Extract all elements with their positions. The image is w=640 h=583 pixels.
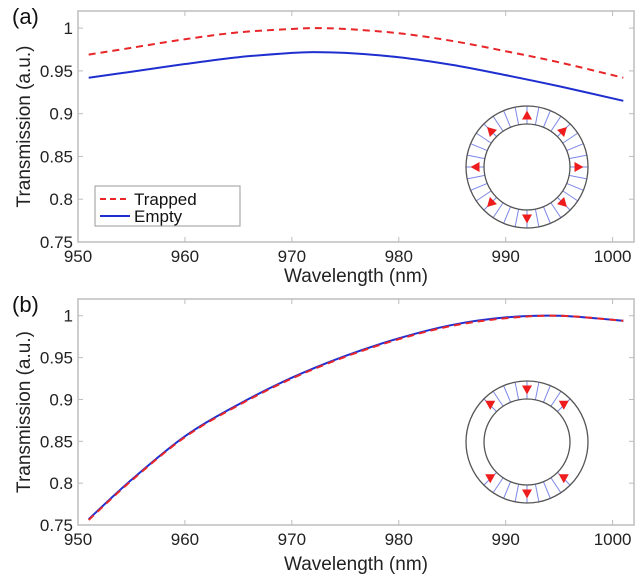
- ring-spoke: [492, 391, 504, 407]
- legend-label-trapped: Trapped: [134, 190, 197, 209]
- ring-spoke: [470, 182, 488, 191]
- series-line-trapped: [88, 314, 624, 521]
- ring-spoke: [550, 116, 562, 132]
- x-tick-label: 1000: [594, 247, 632, 266]
- ring-spoke: [566, 143, 584, 152]
- ring-inner: [483, 123, 571, 211]
- ring-spoke: [569, 154, 587, 160]
- ring-inner: [483, 398, 571, 486]
- ring-spoke: [467, 174, 485, 180]
- y-tick-label: 0.85: [40, 432, 73, 451]
- x-tick-label: 970: [278, 530, 306, 549]
- y-tick-label: 1: [64, 19, 73, 38]
- y-tick-label: 0.85: [40, 147, 73, 166]
- ring-spoke: [550, 202, 562, 218]
- x-tick-label: 960: [171, 247, 199, 266]
- ring-spoke: [542, 385, 551, 403]
- ring-arrow: [557, 127, 567, 137]
- x-axis-label: Wavelength (nm): [284, 266, 428, 287]
- x-tick-label: 950: [64, 247, 92, 266]
- ring-spoke: [534, 209, 540, 227]
- ring-spoke: [492, 477, 504, 493]
- y-tick-label: 0.8: [49, 474, 73, 493]
- ring-spoke: [514, 209, 520, 227]
- series-line-trapped: [88, 27, 624, 79]
- x-tick-label: 1000: [594, 530, 632, 549]
- y-tick-label: 0.95: [40, 62, 73, 81]
- ring-spoke: [534, 484, 540, 502]
- series-line-empty: [88, 51, 624, 102]
- ring-arrow: [485, 474, 496, 484]
- ring-spoke: [476, 190, 492, 202]
- ring-spoke: [503, 206, 512, 224]
- ring-arrow: [558, 400, 569, 410]
- ring-inset-icon: [465, 380, 589, 504]
- ring-spoke: [514, 107, 520, 125]
- ring-arrow: [558, 474, 569, 484]
- y-tick-label: 0.95: [40, 349, 73, 368]
- ring-arrow: [522, 385, 532, 395]
- x-tick-label: 980: [385, 530, 413, 549]
- ring-spoke: [492, 116, 504, 132]
- ring-spoke: [542, 206, 551, 224]
- x-tick-label: 960: [171, 530, 199, 549]
- ring-arrow: [522, 214, 532, 224]
- series-line-empty: [88, 314, 624, 520]
- y-tick-label: 0.9: [49, 105, 73, 124]
- ring-arrow: [487, 197, 497, 207]
- x-tick-label: 980: [385, 247, 413, 266]
- ring-outer: [465, 380, 589, 504]
- y-tick-label: 0.75: [40, 233, 73, 252]
- y-tick-label: 0.8: [49, 190, 73, 209]
- ring-arrow: [522, 110, 532, 120]
- ring-arrow: [557, 197, 567, 207]
- panel-a: 950 960 970 980 990 1000 0.75 0.8 0.85 0.9 0.95 1 Wa…: [12, 4, 635, 287]
- y-axis-label: Transmission (a.u.): [14, 331, 35, 493]
- x-tick-label: 990: [492, 530, 520, 549]
- ring-spoke: [562, 132, 578, 144]
- x-axis-label: Wavelength (nm): [284, 554, 428, 575]
- legend-box: [94, 185, 241, 227]
- axes-frame: [77, 10, 635, 243]
- ring-spoke: [534, 382, 540, 400]
- ring-spoke: [542, 481, 551, 499]
- y-tick-label: 1: [64, 307, 73, 326]
- ring-spoke: [467, 154, 485, 160]
- ring-spoke: [550, 391, 562, 407]
- ring-spoke: [550, 477, 562, 493]
- panel-label: (b): [12, 292, 39, 317]
- ring-spoke: [569, 174, 587, 180]
- ring-inset-icon: [465, 105, 589, 229]
- x-tick-label: 970: [278, 247, 306, 266]
- ring-spoke: [492, 202, 504, 218]
- ring-arrow: [470, 162, 480, 172]
- ring-spoke: [542, 110, 551, 128]
- ring-arrow: [485, 400, 496, 410]
- ring-spoke: [503, 385, 512, 403]
- legend-label-empty: Empty: [134, 207, 183, 226]
- panel-label: (a): [12, 4, 39, 29]
- ring-arrow: [522, 489, 532, 499]
- ring-outer: [465, 105, 589, 229]
- ring-spoke: [503, 481, 512, 499]
- y-tick-label: 0.75: [40, 516, 73, 535]
- ring-arrow: [487, 127, 497, 137]
- ring-spoke: [566, 182, 584, 191]
- ring-arrow: [574, 162, 584, 172]
- ring-spoke: [534, 107, 540, 125]
- x-tick-label: 950: [64, 530, 92, 549]
- y-axis-label: Transmission (a.u.): [14, 46, 35, 208]
- y-tick-label: 0.9: [49, 390, 73, 409]
- axes-frame: [77, 298, 635, 526]
- ring-spoke: [562, 190, 578, 202]
- x-tick-label: 990: [492, 247, 520, 266]
- ring-spoke: [514, 382, 520, 400]
- ring-spoke: [503, 110, 512, 128]
- ring-spoke: [470, 143, 488, 152]
- ring-spoke: [514, 484, 520, 502]
- panel-b: 950 960 970 980 990 1000 0.75 0.8 0.85 0.9 0.95 1 Wa…: [12, 292, 635, 575]
- ring-spoke: [476, 132, 492, 144]
